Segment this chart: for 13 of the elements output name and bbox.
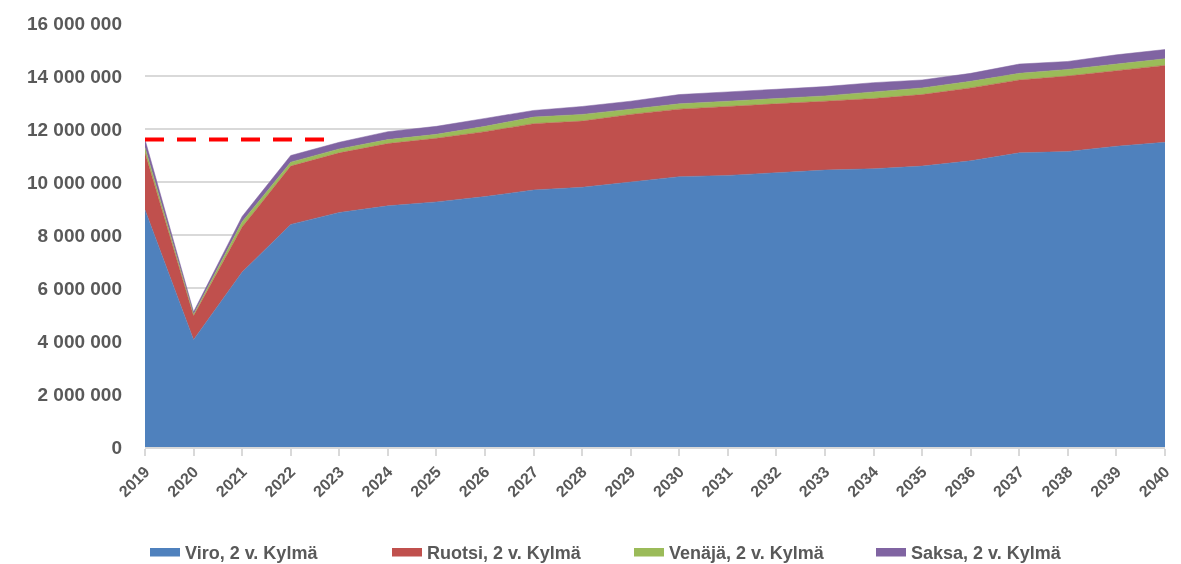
y-tick-label: 4 000 000: [37, 330, 122, 352]
y-tick-label: 12 000 000: [26, 118, 122, 140]
legend-label: Ruotsi, 2 v. Kylmä: [427, 543, 582, 564]
legend-label: Saksa, 2 v. Kylmä: [911, 543, 1062, 564]
y-tick-label: 0: [111, 436, 122, 458]
legend-label: Viro, 2 v. Kylmä: [185, 543, 319, 564]
y-tick-label: 6 000 000: [37, 277, 122, 299]
legend-label: Venäjä, 2 v. Kylmä: [669, 543, 825, 564]
y-tick-label: 14 000 000: [26, 65, 122, 87]
y-tick-label: 10 000 000: [26, 171, 122, 193]
y-tick-label: 2 000 000: [37, 383, 122, 405]
y-tick-label: 16 000 000: [26, 12, 122, 34]
y-tick-label: 8 000 000: [37, 224, 122, 246]
